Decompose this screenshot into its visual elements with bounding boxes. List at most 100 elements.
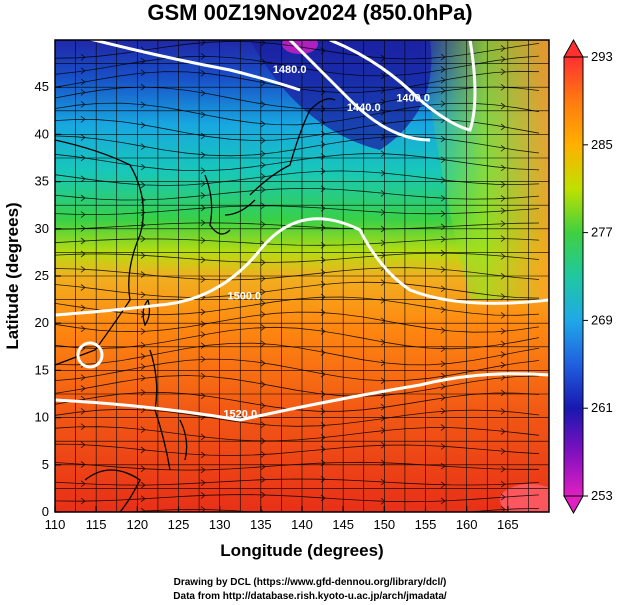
streamline-arrow xyxy=(80,67,86,75)
streamline-arrow xyxy=(500,465,506,473)
streamline-arrow xyxy=(200,111,206,119)
streamline-arrow xyxy=(500,195,506,202)
streamline-arrow xyxy=(80,89,86,96)
y-tick-label: 35 xyxy=(35,174,49,189)
colorbar-max-arrow xyxy=(563,38,584,58)
streamline-arrow xyxy=(80,284,86,291)
x-tick-label: 115 xyxy=(86,517,107,532)
streamline-arrow xyxy=(380,377,386,385)
streamline-arrow xyxy=(260,101,266,108)
streamline-arrow xyxy=(140,181,146,189)
streamline-arrow xyxy=(380,239,386,247)
y-tick-label: 10 xyxy=(35,410,49,425)
x-tick-label: 155 xyxy=(415,517,437,532)
contour-1520 xyxy=(55,372,549,422)
streamline-arrow xyxy=(380,54,386,62)
streamline-arrow xyxy=(500,340,506,348)
coastline-korea xyxy=(204,174,231,235)
streamline-arrow xyxy=(80,325,86,333)
colorbar-labels: 293 285 277 269 261 253 xyxy=(583,49,613,503)
streamline-arrow xyxy=(500,351,506,358)
height-contours xyxy=(55,40,549,422)
streamline-arrow xyxy=(200,331,206,338)
y-tick-label: 40 xyxy=(35,126,49,141)
streamline-arrow xyxy=(260,402,266,410)
streamline xyxy=(55,102,540,126)
streamline-arrow xyxy=(500,389,506,397)
streamline-arrow xyxy=(80,225,86,232)
streamline-arrow xyxy=(440,497,446,505)
y-tick-label: 15 xyxy=(35,362,49,377)
streamline-arrow xyxy=(140,426,146,434)
streamline-arrow xyxy=(80,480,86,488)
streamline-arrow xyxy=(260,324,266,331)
streamline-arrow xyxy=(500,361,506,369)
streamline-arrow xyxy=(260,288,266,296)
streamline-arrow xyxy=(200,466,206,474)
streamline xyxy=(55,252,540,263)
warm-pocket-southeast xyxy=(500,484,549,512)
streamline-arrow xyxy=(200,492,206,499)
coastline-philippines xyxy=(149,349,188,471)
streamline xyxy=(55,118,540,141)
streamline-arrow xyxy=(80,304,86,312)
streamline-arrow xyxy=(200,204,206,212)
streamline-arrow xyxy=(440,443,446,450)
streamline-arrow xyxy=(200,256,206,264)
colorbar-label: 277 xyxy=(591,225,613,240)
streamline-arrow xyxy=(80,194,86,202)
streamline-arrow xyxy=(440,266,446,273)
streamline-arrow xyxy=(440,210,446,218)
streamline xyxy=(55,494,540,503)
streamline-arrow xyxy=(140,57,146,65)
streamline-arrow xyxy=(440,383,446,390)
streamline-arrow xyxy=(140,311,146,318)
streamline-arrow xyxy=(440,306,446,314)
colorbar-label: 269 xyxy=(591,312,613,327)
streamline-arrow xyxy=(440,76,446,84)
streamline-arrow xyxy=(200,89,206,97)
streamline xyxy=(55,326,540,350)
colorbar-label: 293 xyxy=(591,49,613,64)
contour-label: 1440.0 xyxy=(347,102,381,114)
streamline-arrow xyxy=(260,186,266,194)
streamline-arrow xyxy=(80,115,86,123)
streamline-arrow xyxy=(140,69,146,77)
streamline-arrow xyxy=(80,497,86,505)
contour-label: 1400.0 xyxy=(396,92,430,104)
coastline-japan xyxy=(224,98,336,216)
streamline-arrow xyxy=(80,237,86,245)
streamline xyxy=(55,135,540,157)
streamline xyxy=(55,153,540,171)
streamline-arrow xyxy=(140,481,146,489)
y-tick-label: 45 xyxy=(35,79,49,94)
streamline-arrow xyxy=(80,175,86,183)
streamline-arrow xyxy=(440,394,446,402)
streamline-arrow xyxy=(380,98,386,106)
streamline-arrow xyxy=(500,123,506,131)
coastline-borneo xyxy=(84,469,141,512)
streamline-arrow xyxy=(500,428,506,435)
streamline-arrow xyxy=(500,408,506,415)
streamline-arrow xyxy=(200,355,206,363)
streamline xyxy=(55,391,540,412)
streamline-arrow xyxy=(260,476,266,483)
streamline-arrow xyxy=(500,253,506,260)
streamline-arrow xyxy=(140,143,146,151)
streamline xyxy=(55,342,540,366)
contour-label: 1520.0 xyxy=(223,409,257,421)
streamline-arrow xyxy=(380,150,386,158)
contour-labels: 1480.0 1440.0 1400.0 1500.0 1520.0 xyxy=(223,64,430,421)
streamline-arrow xyxy=(380,478,386,486)
streamline-arrow xyxy=(380,169,386,177)
streamline-arrow xyxy=(440,327,446,334)
streamline xyxy=(55,426,540,442)
contour-1480 xyxy=(87,40,301,92)
streamline-arrow xyxy=(200,192,206,199)
streamline-arrow xyxy=(500,55,506,63)
streamline xyxy=(55,478,540,486)
x-tick-label: 125 xyxy=(168,517,190,532)
streamline-arrow xyxy=(140,271,146,278)
streamline-arrow xyxy=(200,479,206,487)
streamline-arrow xyxy=(440,249,446,257)
